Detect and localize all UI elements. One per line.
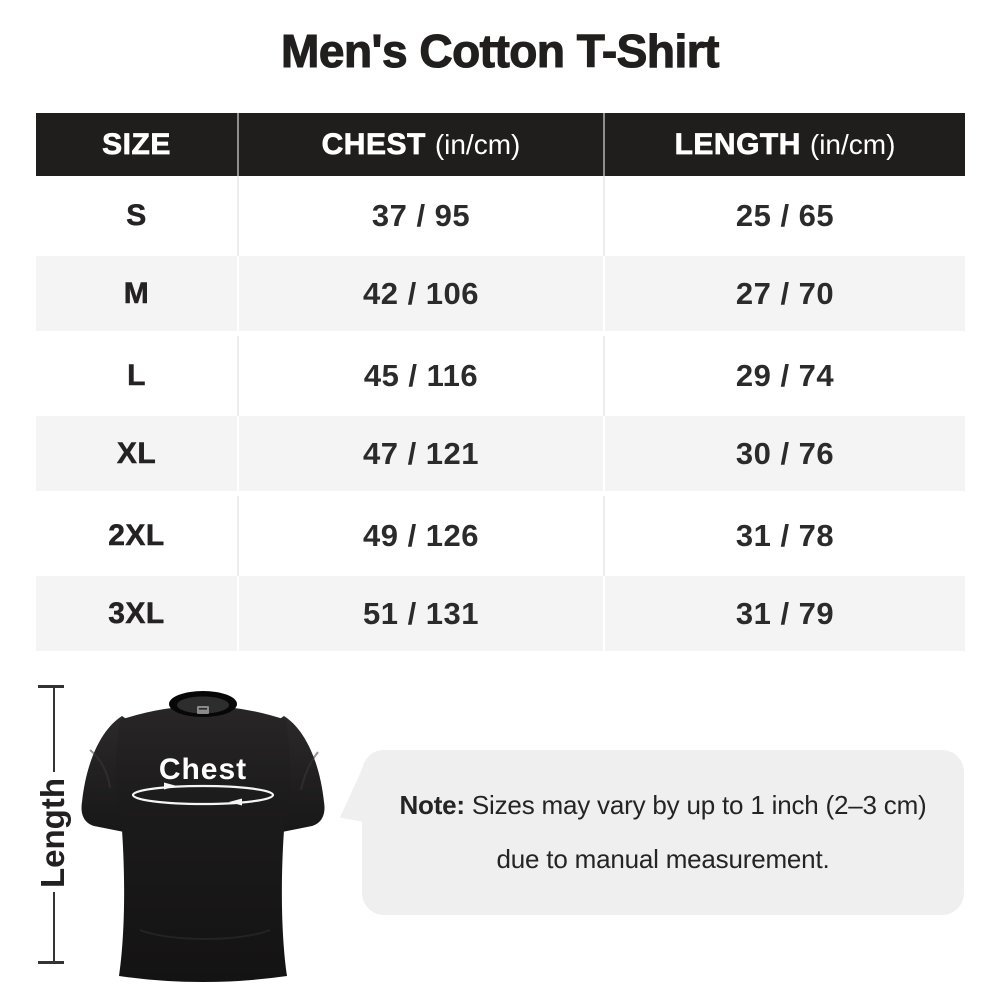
column-header-chest: CHEST (in/cm)	[237, 113, 603, 176]
table-row: XL 47 / 121 30 / 76	[36, 416, 965, 496]
length-measure-line	[53, 688, 55, 772]
length-cell: 30 / 76	[603, 416, 965, 496]
note-prefix: Note:	[399, 790, 465, 820]
note-bubble-tail	[340, 765, 364, 822]
note-text-line1: Note: Sizes may vary by up to 1 inch (2–…	[399, 790, 926, 821]
column-header-length-label: LENGTH	[674, 127, 801, 161]
collar-brand-label	[197, 706, 209, 714]
length-measure-line	[53, 892, 55, 962]
size-cell: XL	[36, 416, 237, 496]
chest-cell: 49 / 126	[237, 496, 603, 576]
length-cell: 31 / 79	[603, 576, 965, 656]
column-header-chest-label: CHEST	[321, 127, 426, 161]
length-cell: 25 / 65	[603, 176, 965, 256]
chest-measure-ellipse	[131, 784, 275, 806]
chest-cell: 45 / 116	[237, 336, 603, 416]
chest-label: Chest	[159, 753, 247, 786]
length-measure-bottom-cap	[38, 961, 64, 964]
sleeve-wrinkle	[300, 751, 319, 791]
chest-cell: 42 / 106	[237, 256, 603, 336]
note-bubble: Note: Sizes may vary by up to 1 inch (2–…	[362, 750, 964, 915]
column-header-size-label: SIZE	[102, 127, 171, 161]
chest-measure-arrow-right	[164, 782, 177, 790]
note-text-line2: due to manual measurement.	[496, 844, 830, 874]
table-header-row: SIZE CHEST (in/cm) LENGTH (in/cm)	[36, 113, 965, 176]
table-row: L 45 / 116 29 / 74	[36, 336, 965, 416]
size-cell: L	[127, 359, 146, 393]
column-header-length-unit: (in/cm)	[809, 128, 896, 160]
table-row: M 42 / 106 27 / 70	[36, 256, 965, 336]
size-cell: 3XL	[36, 576, 237, 656]
tshirt-image: Chest	[81, 691, 325, 982]
table-row: 2XL 49 / 126 31 / 78	[36, 496, 965, 576]
length-label: Length	[34, 778, 71, 888]
collar-inner	[177, 696, 229, 714]
column-header-size: SIZE	[36, 113, 237, 176]
length-measure-top-cap	[38, 685, 64, 688]
chest-cell: 37 / 95	[237, 176, 603, 256]
tshirt-torso	[115, 706, 291, 982]
column-header-length: LENGTH (in/cm)	[603, 113, 965, 176]
length-cell: 29 / 74	[603, 336, 965, 416]
size-table: SIZE CHEST (in/cm) LENGTH (in/cm) S 37 / 9…	[36, 113, 965, 656]
size-cell: 2XL	[108, 519, 165, 553]
collar-brand-label-text	[199, 708, 207, 710]
table-row: 3XL 51 / 131 31 / 79	[36, 576, 965, 656]
page-title: Men's Cotton T-Shirt	[280, 24, 720, 77]
chest-cell: 47 / 121	[237, 416, 603, 496]
chest-measure-arrow-left	[229, 798, 242, 806]
length-cell: 27 / 70	[603, 256, 965, 336]
column-header-chest-unit: (in/cm)	[434, 128, 521, 160]
torso-wrinkle	[139, 929, 271, 940]
note-line1-rest: Sizes may vary by up to 1 inch (2–3 cm)	[464, 790, 927, 820]
table-row: S 37 / 95 25 / 65	[36, 176, 965, 256]
chest-cell: 51 / 131	[237, 576, 603, 656]
length-cell: 31 / 78	[603, 496, 965, 576]
size-cell: S	[126, 199, 147, 233]
size-cell: M	[36, 256, 237, 336]
sleeve-wrinkle	[89, 749, 111, 789]
